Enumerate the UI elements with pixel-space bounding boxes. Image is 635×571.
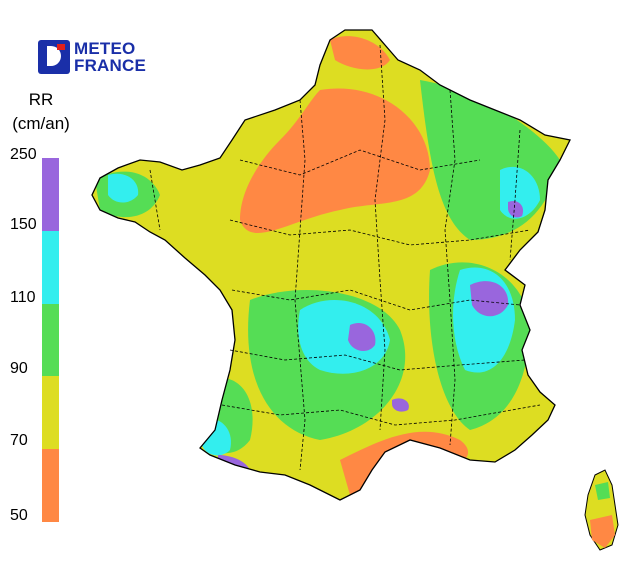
department-boundaries: [149, 44, 541, 471]
legend-tick-90: 90: [10, 360, 28, 377]
legend-swatch-90-110: [42, 303, 59, 377]
corsica-south-zone: [590, 515, 615, 548]
precip-zone-vosges-max: [508, 200, 524, 218]
legend-variable: RR: [28, 90, 54, 109]
legend-tick-50: 50: [10, 507, 28, 524]
legend-colorbar: [42, 158, 59, 522]
logo-line2: FRANCE: [74, 56, 147, 75]
logo-line1: METEO: [74, 39, 136, 58]
legend-tick-150: 150: [10, 216, 37, 233]
legend-unit: (cm/an): [12, 114, 70, 133]
legend-swatch-70-90: [42, 376, 59, 450]
precip-zone-finistere: [108, 173, 139, 203]
corsica-north-zone: [595, 482, 610, 500]
precip-zone-massif-high: [298, 300, 390, 374]
legend-title: RR (cm/an): [6, 88, 76, 136]
precip-zone-paris-basin: [240, 88, 430, 233]
legend-tick-110: 110: [10, 289, 36, 306]
legend-tick-70: 70: [10, 432, 28, 449]
precip-zone-cantal: [348, 322, 376, 352]
precip-zone-north: [330, 36, 390, 70]
legend-tick-250: 250: [10, 146, 37, 163]
legend-swatch-50-70: [42, 449, 59, 522]
logo-emblem-icon: [38, 40, 70, 74]
legend-swatch-150-250: [42, 158, 59, 231]
legend-swatch-110-150: [42, 230, 59, 304]
meteo-france-logo: METEO FRANCE: [38, 40, 154, 76]
precip-zone-cevennes: [392, 398, 409, 412]
precip-zone-alps-max: [470, 281, 509, 317]
logo-wordmark: METEO FRANCE: [74, 40, 146, 74]
